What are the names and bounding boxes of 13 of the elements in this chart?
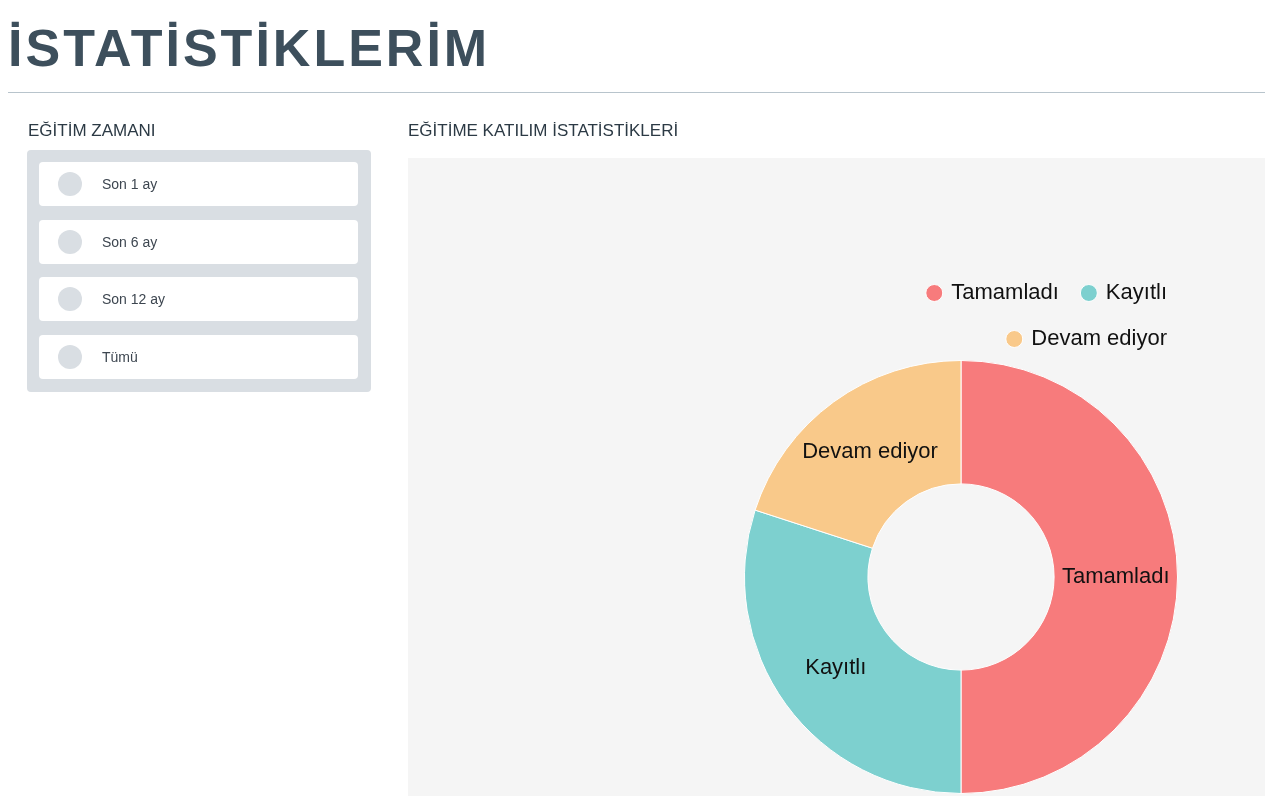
slice-label: Devam ediyor: [802, 437, 938, 463]
text: İSTATİSTİKLERİM: [8, 18, 491, 78]
slice-label: Kayıtlı: [805, 654, 867, 680]
text: EĞİTİME KATILIM İSTATİSTİKLERİ: [408, 121, 679, 141]
slice-label: Tamamladı: [1062, 563, 1170, 589]
legend-label: Devam ediyor: [1031, 325, 1167, 351]
legend-label: Kayıtlı: [1105, 279, 1168, 305]
text: Son 1 ay: [102, 176, 158, 192]
text: EĞİTİM ZAMANI: [28, 121, 156, 141]
text: Tümü: [102, 348, 138, 365]
legend-label: Tamamladı: [951, 279, 1059, 305]
text: Son 12 ay: [102, 291, 166, 307]
text: Son 6 ay: [102, 233, 158, 250]
